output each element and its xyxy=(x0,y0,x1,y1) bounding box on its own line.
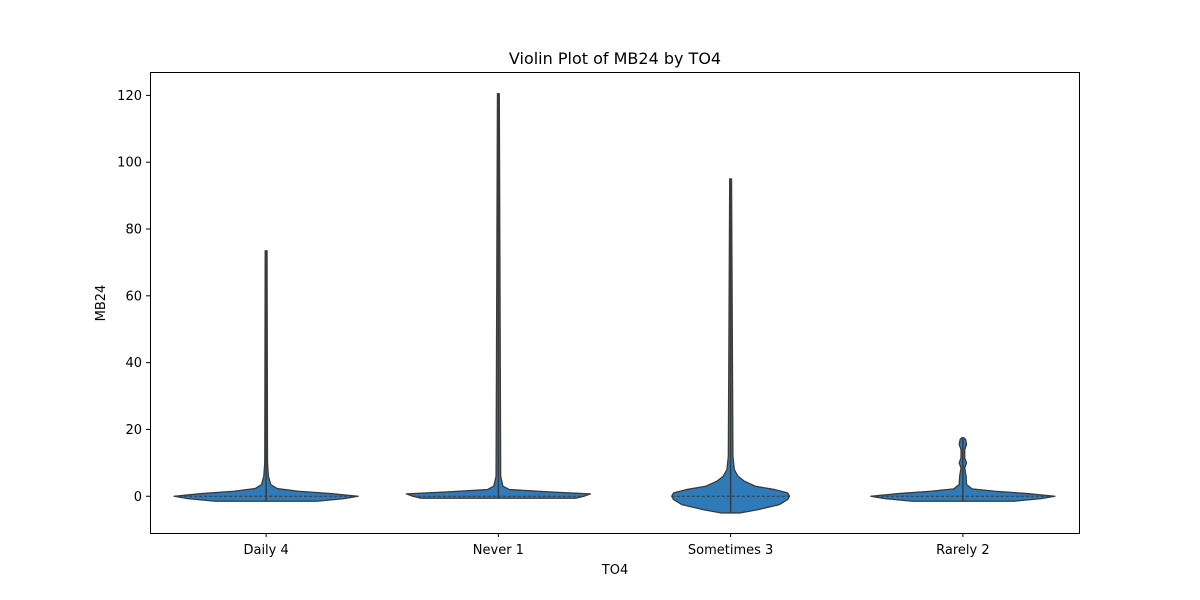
y-tick-label: 80 xyxy=(125,223,142,238)
x-tick-label: Sometimes 3 xyxy=(688,543,773,558)
y-axis: 0 20 40 60 80 100 120 xyxy=(117,89,150,505)
plot-frame xyxy=(150,72,1080,534)
y-axis-title: MB24 xyxy=(94,285,109,322)
x-axis: Daily 4 Never 1 Sometimes 3 Rarely 2 xyxy=(243,533,990,558)
y-tick-label: 20 xyxy=(125,423,142,438)
y-tick-label: 120 xyxy=(117,89,142,104)
chart-title: Violin Plot of MB24 by TO4 xyxy=(509,49,721,68)
x-tick-label: Daily 4 xyxy=(243,543,288,558)
y-tick-label: 40 xyxy=(125,356,142,371)
x-axis-title: TO4 xyxy=(601,563,628,578)
x-tick-label: Never 1 xyxy=(473,543,524,558)
x-tick-label: Rarely 2 xyxy=(936,543,989,558)
y-tick-label: 60 xyxy=(125,289,142,304)
violins-group xyxy=(173,93,1056,514)
y-tick-label: 0 xyxy=(134,490,142,505)
y-tick-label: 100 xyxy=(117,156,142,171)
